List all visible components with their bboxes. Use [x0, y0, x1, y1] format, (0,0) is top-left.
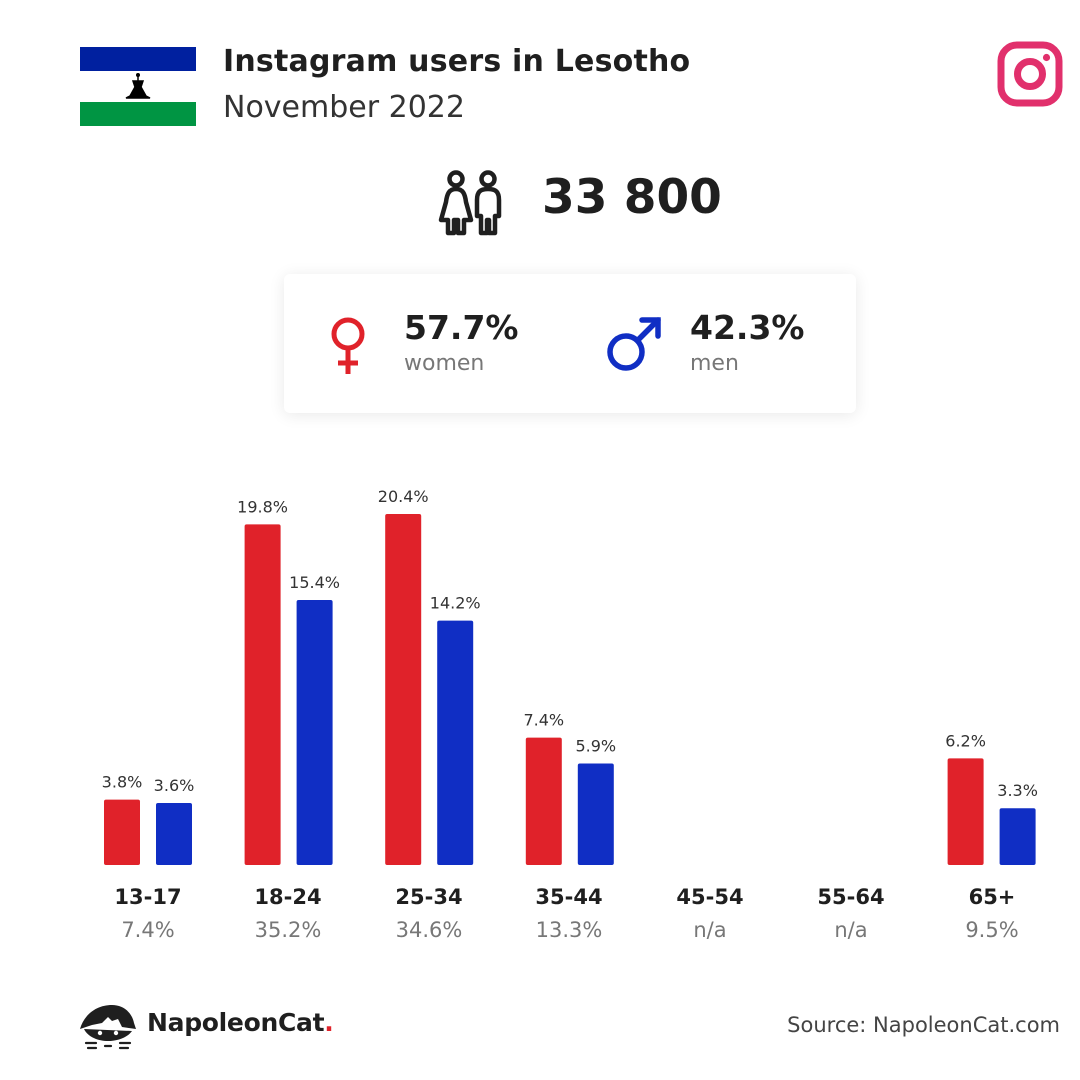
age-total-55-64: n/a [834, 918, 868, 942]
age-label-13-17: 13-17 [114, 885, 182, 909]
women-label: women [404, 351, 485, 376]
age-total-18-24: 35.2% [254, 918, 322, 942]
age-label-65-plus: 65+ [968, 885, 1016, 909]
women-percentage: 57.7% [404, 308, 519, 347]
source-text: Source: NapoleonCat.com [787, 1013, 1060, 1037]
brand-name: NapoleonCat. [147, 1008, 334, 1037]
total-users-value: 33 800 [542, 170, 722, 225]
bar-label-men-35-44: 5.9% [575, 736, 616, 755]
age-total-13-17: 7.4% [121, 918, 175, 942]
bar-men-18-24 [296, 600, 333, 865]
napoleoncat-logo-icon [80, 1005, 136, 1050]
gender-card: 57.7% women 42.3% men [284, 274, 856, 413]
bar-label-women-35-44: 7.4% [523, 711, 564, 730]
female-symbol-icon [331, 317, 365, 374]
page-title: Instagram users in Lesotho [223, 44, 691, 79]
bar-women-25-34 [385, 514, 422, 865]
people-icon [438, 170, 502, 236]
age-total-25-34: 34.6% [395, 918, 463, 942]
bar-men-35-44 [577, 763, 614, 865]
lesotho-flag-icon [80, 47, 196, 126]
bar-label-men-65+: 3.3% [997, 781, 1038, 800]
men-percentage: 42.3% [690, 308, 805, 347]
bar-women-18-24 [244, 524, 281, 865]
bar-label-men-18-24: 15.4% [289, 573, 340, 592]
bar-men-65+ [999, 808, 1036, 865]
age-label-18-24: 18-24 [254, 885, 322, 909]
male-symbol-icon [607, 317, 661, 371]
age-label-25-34: 25-34 [395, 885, 463, 909]
age-total-45-54: n/a [693, 918, 727, 942]
age-label-45-54: 45-54 [676, 885, 744, 909]
age-total-35-44: 13.3% [535, 918, 603, 942]
bar-women-35-44 [525, 737, 562, 865]
bar-label-men-13-17: 3.6% [154, 776, 195, 795]
bar-label-women-65+: 6.2% [945, 731, 986, 750]
bar-label-women-13-17: 3.8% [102, 773, 143, 792]
bar-men-25-34 [437, 620, 474, 865]
bar-label-women-18-24: 19.8% [237, 497, 288, 516]
bar-label-women-25-34: 20.4% [378, 487, 429, 506]
bar-label-men-25-34: 14.2% [430, 594, 481, 613]
bar-women-65+ [947, 758, 984, 865]
page-subtitle: November 2022 [223, 90, 465, 125]
age-label-55-64: 55-64 [817, 885, 885, 909]
age-label-35-44: 35-44 [535, 885, 603, 909]
instagram-icon [997, 41, 1063, 107]
men-label: men [690, 351, 739, 376]
age-total-65-plus: 9.5% [965, 918, 1019, 942]
bar-women-13-17 [104, 799, 140, 865]
bar-men-13-17 [156, 803, 192, 865]
